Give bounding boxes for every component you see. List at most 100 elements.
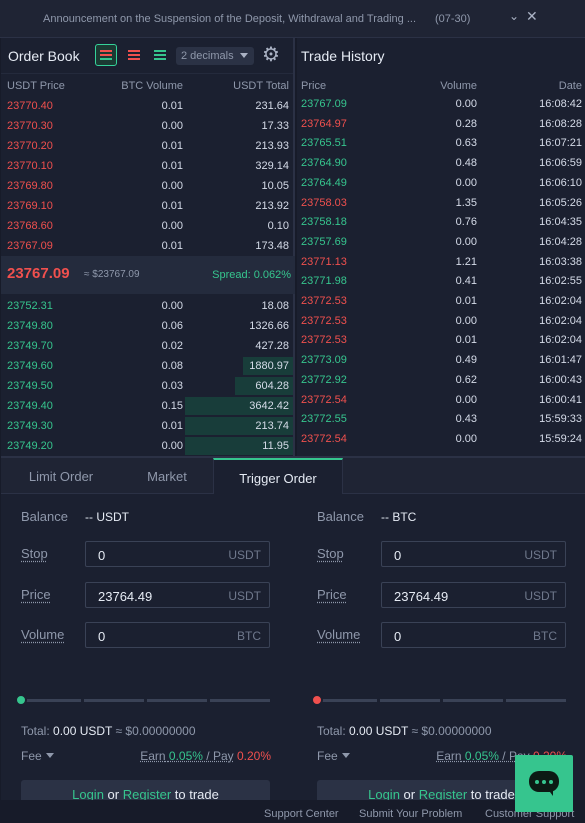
bid-row[interactable]: 23749.60 0.08 1880.97 xyxy=(1,356,293,376)
ask-row[interactable]: 23770.30 0.00 17.33 xyxy=(1,116,293,136)
trade-row[interactable]: 23764.90 0.48 16:06:59 xyxy=(297,153,585,173)
announcement-date: (07-30) xyxy=(435,13,471,25)
ask-row[interactable]: 23770.10 0.01 329.14 xyxy=(1,156,293,176)
bid-row[interactable]: 23749.80 0.06 1326.66 xyxy=(1,316,293,336)
ask-total: 10.05 xyxy=(261,180,289,192)
ask-row[interactable]: 23769.10 0.01 213.92 xyxy=(1,196,293,216)
announcement-text[interactable]: Announcement on the Suspension of the De… xyxy=(43,13,417,25)
stop-input[interactable]: 0 USDT xyxy=(85,541,270,567)
chat-icon xyxy=(529,771,559,792)
buy-form: Balance -- USDT Stop 0 USDT Price 23764.… xyxy=(1,494,293,810)
bid-price: 23749.40 xyxy=(7,400,53,412)
trade-total: 15:59:24 xyxy=(539,432,582,445)
trade-row[interactable]: 23772.54 0.00 15:59:24 xyxy=(297,429,585,449)
ask-row[interactable]: 23767.09 0.01 173.48 xyxy=(1,236,293,256)
fee-dropdown[interactable]: Fee xyxy=(317,749,350,763)
trade-row[interactable]: 23772.54 0.00 16:00:41 xyxy=(297,390,585,410)
ask-row[interactable]: 23768.60 0.00 0.10 xyxy=(1,216,293,236)
trade-volume: 0.00 xyxy=(455,98,477,110)
trade-row[interactable]: 23764.97 0.28 16:08:28 xyxy=(297,114,585,134)
slider-segment xyxy=(317,699,377,702)
trade-row[interactable]: 23758.18 0.76 16:04:35 xyxy=(297,212,585,232)
ask-price: 23767.09 xyxy=(7,240,53,252)
ask-total: 231.64 xyxy=(255,100,289,112)
login-link[interactable]: Login xyxy=(72,787,104,802)
last-price-bar: 23767.09 ≈ $23767.09 Spread: 0.062% xyxy=(1,256,295,294)
percent-slider[interactable] xyxy=(311,694,566,706)
trade-row[interactable]: 23757.69 0.00 16:04:28 xyxy=(297,232,585,252)
trade-row[interactable]: 23764.49 0.00 16:06:10 xyxy=(297,173,585,193)
stop-unit: USDT xyxy=(228,548,261,562)
register-link[interactable]: Register xyxy=(418,787,468,802)
bid-total: 213.74 xyxy=(255,420,289,432)
volume-label: Volume xyxy=(21,627,65,642)
volume-unit: BTC xyxy=(237,629,261,643)
bid-row[interactable]: 23749.40 0.15 3642.42 xyxy=(1,396,293,416)
balance-label: Balance xyxy=(21,509,68,524)
bid-volume: 0.08 xyxy=(161,360,183,372)
price-input[interactable]: 23764.49 USDT xyxy=(381,582,566,608)
login-link[interactable]: Login xyxy=(368,787,400,802)
trade-row[interactable]: 23758.03 1.35 16:05:26 xyxy=(297,193,585,213)
trade-row[interactable]: 23772.92 0.62 16:00:43 xyxy=(297,370,585,390)
slider-knob[interactable] xyxy=(311,694,323,706)
footer-support-center[interactable]: Support Center xyxy=(264,808,339,820)
trade-price: 23764.90 xyxy=(301,157,347,170)
bid-row[interactable]: 23749.50 0.03 604.28 xyxy=(1,376,293,396)
earn-rate: 0.05% xyxy=(168,749,203,763)
bid-row[interactable]: 23749.70 0.02 427.28 xyxy=(1,336,293,356)
bid-depth-bar xyxy=(184,437,293,455)
trade-price: 23767.09 xyxy=(301,98,347,110)
volume-input[interactable]: 0 BTC xyxy=(381,622,566,648)
bid-row[interactable]: 23749.30 0.01 213.74 xyxy=(1,416,293,436)
trade-row[interactable]: 23772.53 0.01 16:02:04 xyxy=(297,330,585,350)
bid-depth-bar xyxy=(234,377,293,395)
fee-dropdown[interactable]: Fee xyxy=(21,749,54,763)
footer-submit-problem[interactable]: Submit Your Problem xyxy=(359,808,463,820)
bid-row[interactable]: 23752.31 0.00 18.08 xyxy=(1,296,293,316)
view-asks-icon[interactable] xyxy=(123,44,145,66)
trade-volume: 0.48 xyxy=(455,157,477,170)
trade-price: 23758.03 xyxy=(301,196,347,209)
footer: Support Center Submit Your Problem Custo… xyxy=(0,800,585,823)
ask-row[interactable]: 23770.20 0.01 213.93 xyxy=(1,136,293,156)
announcement-bar[interactable]: Announcement on the Suspension of the De… xyxy=(0,0,585,38)
total-label: Total: xyxy=(317,724,346,738)
trade-row[interactable]: 23771.13 1.21 16:03:38 xyxy=(297,252,585,272)
ask-price: 23769.80 xyxy=(7,180,53,192)
chevron-down-icon[interactable]: ⌄ xyxy=(509,9,520,23)
trade-row[interactable]: 23773.09 0.49 16:01:47 xyxy=(297,350,585,370)
trade-volume: 0.00 xyxy=(455,176,477,189)
tab-trigger-order[interactable]: Trigger Order xyxy=(213,458,343,494)
register-link[interactable]: Register xyxy=(122,787,172,802)
volume-input[interactable]: 0 BTC xyxy=(85,622,270,648)
bid-row[interactable]: 23749.20 0.00 11.95 xyxy=(1,436,293,456)
total-value: 0.00 USDT xyxy=(349,724,409,738)
ask-row[interactable]: 23769.80 0.00 10.05 xyxy=(1,176,293,196)
view-both-icon[interactable] xyxy=(95,44,117,66)
view-bids-icon[interactable] xyxy=(149,44,171,66)
tab-market[interactable]: Market xyxy=(147,469,187,484)
bid-total: 11.95 xyxy=(262,440,289,452)
total-value: 0.00 USDT xyxy=(53,724,113,738)
caret-down-icon xyxy=(341,753,350,758)
chat-button[interactable] xyxy=(515,755,573,812)
bid-depth-bar xyxy=(184,417,293,435)
decimals-select[interactable]: 2 decimals xyxy=(176,47,254,65)
gear-icon[interactable]: ⚙ xyxy=(262,44,280,66)
percent-slider[interactable] xyxy=(15,694,270,706)
slider-knob[interactable] xyxy=(15,694,27,706)
trade-row[interactable]: 23772.55 0.43 15:59:33 xyxy=(297,409,585,429)
trade-row[interactable]: 23772.53 0.01 16:02:04 xyxy=(297,291,585,311)
slider-segment xyxy=(21,699,81,702)
close-icon[interactable]: ✕ xyxy=(526,8,538,24)
trade-row[interactable]: 23765.51 0.63 16:07:21 xyxy=(297,133,585,153)
trade-row[interactable]: 23771.98 0.41 16:02:55 xyxy=(297,271,585,291)
ask-row[interactable]: 23770.40 0.01 231.64 xyxy=(1,96,293,116)
stop-input[interactable]: 0 USDT xyxy=(381,541,566,567)
tab-limit-order[interactable]: Limit Order xyxy=(28,469,94,484)
trade-row[interactable]: 23772.53 0.00 16:02:04 xyxy=(297,311,585,331)
price-input[interactable]: 23764.49 USDT xyxy=(85,582,270,608)
trade-row[interactable]: 23767.09 0.00 16:08:42 xyxy=(297,94,585,114)
col-header-volume: BTC Volume xyxy=(121,80,183,92)
